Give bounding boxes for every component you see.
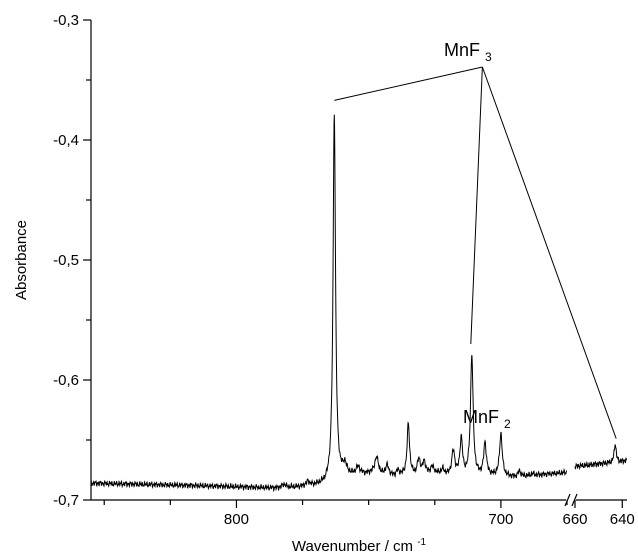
annotation-mnf2-subscript: 2: [504, 417, 511, 431]
plot-area: -0,3 -0,4 -0,5 -0,6 -0,7 800 700 660 640: [53, 12, 635, 528]
annotation-mnf3-label: MnF 3: [444, 40, 492, 64]
axis-break-gap: [566, 496, 576, 504]
annotation-lines: [334, 66, 617, 439]
y-axis-title-text: Absorbance: [13, 220, 30, 300]
y-tick-label: -0,4: [53, 132, 79, 149]
y-tick-label: -0,5: [53, 252, 79, 269]
x-axis-title-superscript: -1: [417, 537, 426, 548]
mnf3-line-to-peak-2: [470, 66, 483, 345]
x-tick-label: 660: [562, 511, 587, 528]
mnf3-line-to-peak-1: [334, 66, 483, 101]
annotation-mnf3-subscript: 3: [485, 50, 492, 64]
x-tick-label: 800: [224, 511, 249, 528]
y-tick-label: -0,3: [53, 12, 79, 29]
x-tick-label: 700: [488, 511, 513, 528]
x-axis-title: Wavenumber / cm -1: [292, 537, 427, 555]
spectrum-line-after-break: [574, 444, 628, 471]
x-axis-ticks: 800 700 660 640: [103, 500, 635, 528]
y-axis-title: Absorbance: [13, 220, 30, 300]
x-tick-label: 640: [610, 511, 635, 528]
spectrum-series: [90, 114, 628, 493]
annotation-mnf2-label: MnF 2: [463, 407, 511, 431]
y-tick-label: -0,6: [53, 372, 79, 389]
mnf3-line-to-peak-3: [481, 66, 617, 439]
spectrum-line-main: [90, 114, 567, 493]
annotation-mnf3-text: MnF: [444, 40, 480, 60]
annotation-mnf2-text: MnF: [463, 407, 499, 427]
y-axis-ticks: -0,3 -0,4 -0,5 -0,6 -0,7: [53, 12, 91, 509]
y-tick-label: -0,7: [53, 492, 79, 509]
x-axis-title-text: Wavenumber / cm: [292, 538, 413, 555]
